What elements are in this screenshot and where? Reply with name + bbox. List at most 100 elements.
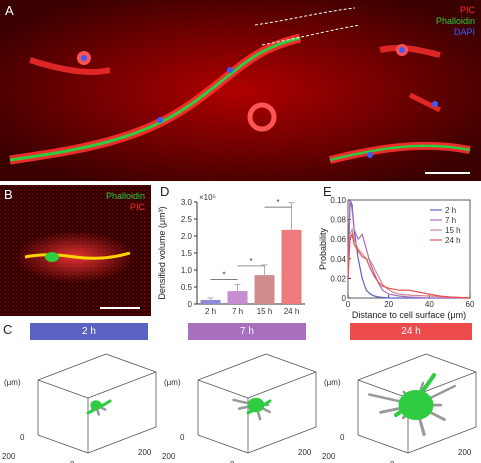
axis-line xyxy=(247,371,317,399)
legend-phalloidin: Phalloidin xyxy=(435,16,475,26)
axis-line xyxy=(37,434,89,454)
significance-star: * xyxy=(249,257,252,266)
y-tick-label: 0.08 xyxy=(330,216,346,225)
y-tick-label: 0 xyxy=(342,294,347,303)
axis-line xyxy=(197,379,249,399)
axis-tick-label: 0 xyxy=(230,460,235,463)
axis-tick-label: 0 xyxy=(180,433,185,442)
y-tick-label: 1.0 xyxy=(181,266,193,275)
axis-line xyxy=(87,371,157,399)
series-line xyxy=(347,227,471,299)
y-tick-label: 0.02 xyxy=(330,274,346,283)
y-axis-title: Densified volume (μm³) xyxy=(157,206,167,299)
chart-d: 0 0.5 1.0 1.5 2.0 2.5 3.0 ×10⁵ Densified volume … xyxy=(157,193,305,316)
panel-b-letter: B xyxy=(4,187,13,202)
y-tick-label: 3.0 xyxy=(181,198,193,207)
axis-tick-label: 200 xyxy=(138,448,152,457)
cell-process-green xyxy=(86,399,112,415)
axis-line xyxy=(87,426,157,454)
z-axis-label: (μm) xyxy=(324,378,341,387)
axis-line xyxy=(197,353,267,381)
x-tick-label: 2 h xyxy=(205,307,216,316)
y-tick-label: 2.0 xyxy=(181,232,193,241)
render-3d-7h: (μm) 200 0 0 200 xyxy=(162,353,317,463)
panel-c-letter: C xyxy=(3,322,13,337)
x-tick-label: 24 h xyxy=(284,307,300,316)
y-axis-title: Probability xyxy=(318,227,328,270)
timepoint-label-2h: 2 h xyxy=(30,323,148,340)
legend-label: 15 h xyxy=(445,226,461,235)
axis-tick-label: 200 xyxy=(322,452,336,461)
render-3d-24h: (μm) 200 0 0 200 xyxy=(322,353,477,463)
axis-tick-label: 0 xyxy=(390,460,395,463)
y-tick-label: 0.5 xyxy=(181,283,193,292)
z-axis-label: (μm) xyxy=(4,378,21,387)
y-tick-label: 0 xyxy=(188,300,193,309)
axis-line xyxy=(425,353,477,373)
series-line xyxy=(347,232,471,299)
axis-line xyxy=(407,426,477,454)
x-tick-label: 40 xyxy=(425,300,434,309)
timepoint-label-7h: 7 h xyxy=(188,323,306,340)
axis-tick-label: 200 xyxy=(458,448,472,457)
y-exponent: ×10⁵ xyxy=(199,193,216,202)
axis-tick-label: 200 xyxy=(298,448,312,457)
x-tick-label: 20 xyxy=(384,300,393,309)
bar xyxy=(254,275,275,304)
x-tick-label: 60 xyxy=(466,300,475,309)
panel-a-micrograph xyxy=(0,0,481,181)
panel-b-legend: Phalloidin PIC xyxy=(75,191,145,213)
significance-star: * xyxy=(276,198,279,207)
axis-tick-label: 0 xyxy=(340,433,345,442)
axis-tick-label: 200 xyxy=(2,452,16,461)
cell-process-green xyxy=(246,399,272,415)
cell-body xyxy=(398,390,434,420)
cell-body xyxy=(247,397,265,413)
legend-pic: PIC xyxy=(459,5,475,15)
significance-star: * xyxy=(222,271,225,280)
axis-tick-label: 0 xyxy=(70,460,75,463)
legend-label: 2 h xyxy=(445,206,456,215)
panel-a-legend: PIC Phalloidin DAPI xyxy=(405,5,475,38)
panel-a-letter: A xyxy=(5,3,14,18)
legend-dapi: DAPI xyxy=(453,27,475,37)
legend-label: 7 h xyxy=(445,216,456,225)
axis-line xyxy=(357,379,409,399)
axis-line xyxy=(265,353,317,373)
panel-b-image: B Phalloidin PIC xyxy=(0,185,151,316)
panel-e-letter: E xyxy=(323,184,332,199)
legend-phalloidin: Phalloidin xyxy=(105,191,145,201)
y-tick-label: 0.06 xyxy=(330,235,346,244)
cell-process-green xyxy=(394,373,436,417)
panel-b-micrograph xyxy=(0,185,151,316)
x-axis-title: Distance to cell surface (μm) xyxy=(352,310,466,320)
axis-line xyxy=(247,426,317,454)
legend-pic: PIC xyxy=(129,202,145,212)
axis-line xyxy=(37,379,89,399)
y-tick-label: 0.04 xyxy=(330,255,346,264)
timepoint-label-24h: 24 h xyxy=(350,323,472,340)
panel-a-image: A PIC Phalloidin DAPI xyxy=(0,0,481,181)
x-tick-label: 0 xyxy=(346,300,351,309)
y-tick-label: 1.5 xyxy=(181,249,193,258)
y-tick-label: 2.5 xyxy=(181,215,193,224)
bar xyxy=(200,299,221,304)
z-axis-label: (μm) xyxy=(164,378,181,387)
legend-label: 24 h xyxy=(445,236,461,245)
bar xyxy=(281,229,302,304)
series-line xyxy=(347,199,470,299)
axis-tick-label: 0 xyxy=(20,433,25,442)
axis-line xyxy=(197,434,249,454)
axis-line xyxy=(37,353,107,381)
x-tick-label: 15 h xyxy=(257,307,273,316)
axis-line xyxy=(105,353,157,373)
panel-d-letter: D xyxy=(160,184,170,199)
render-3d-2h: (μm) 200 0 0 200 xyxy=(2,353,157,463)
axis-tick-label: 200 xyxy=(162,452,176,461)
bar xyxy=(227,291,248,304)
x-tick-label: 7 h xyxy=(232,307,243,316)
axis-line xyxy=(357,434,409,454)
y-tick-label: 0.10 xyxy=(330,196,346,205)
axis-line xyxy=(357,353,427,381)
